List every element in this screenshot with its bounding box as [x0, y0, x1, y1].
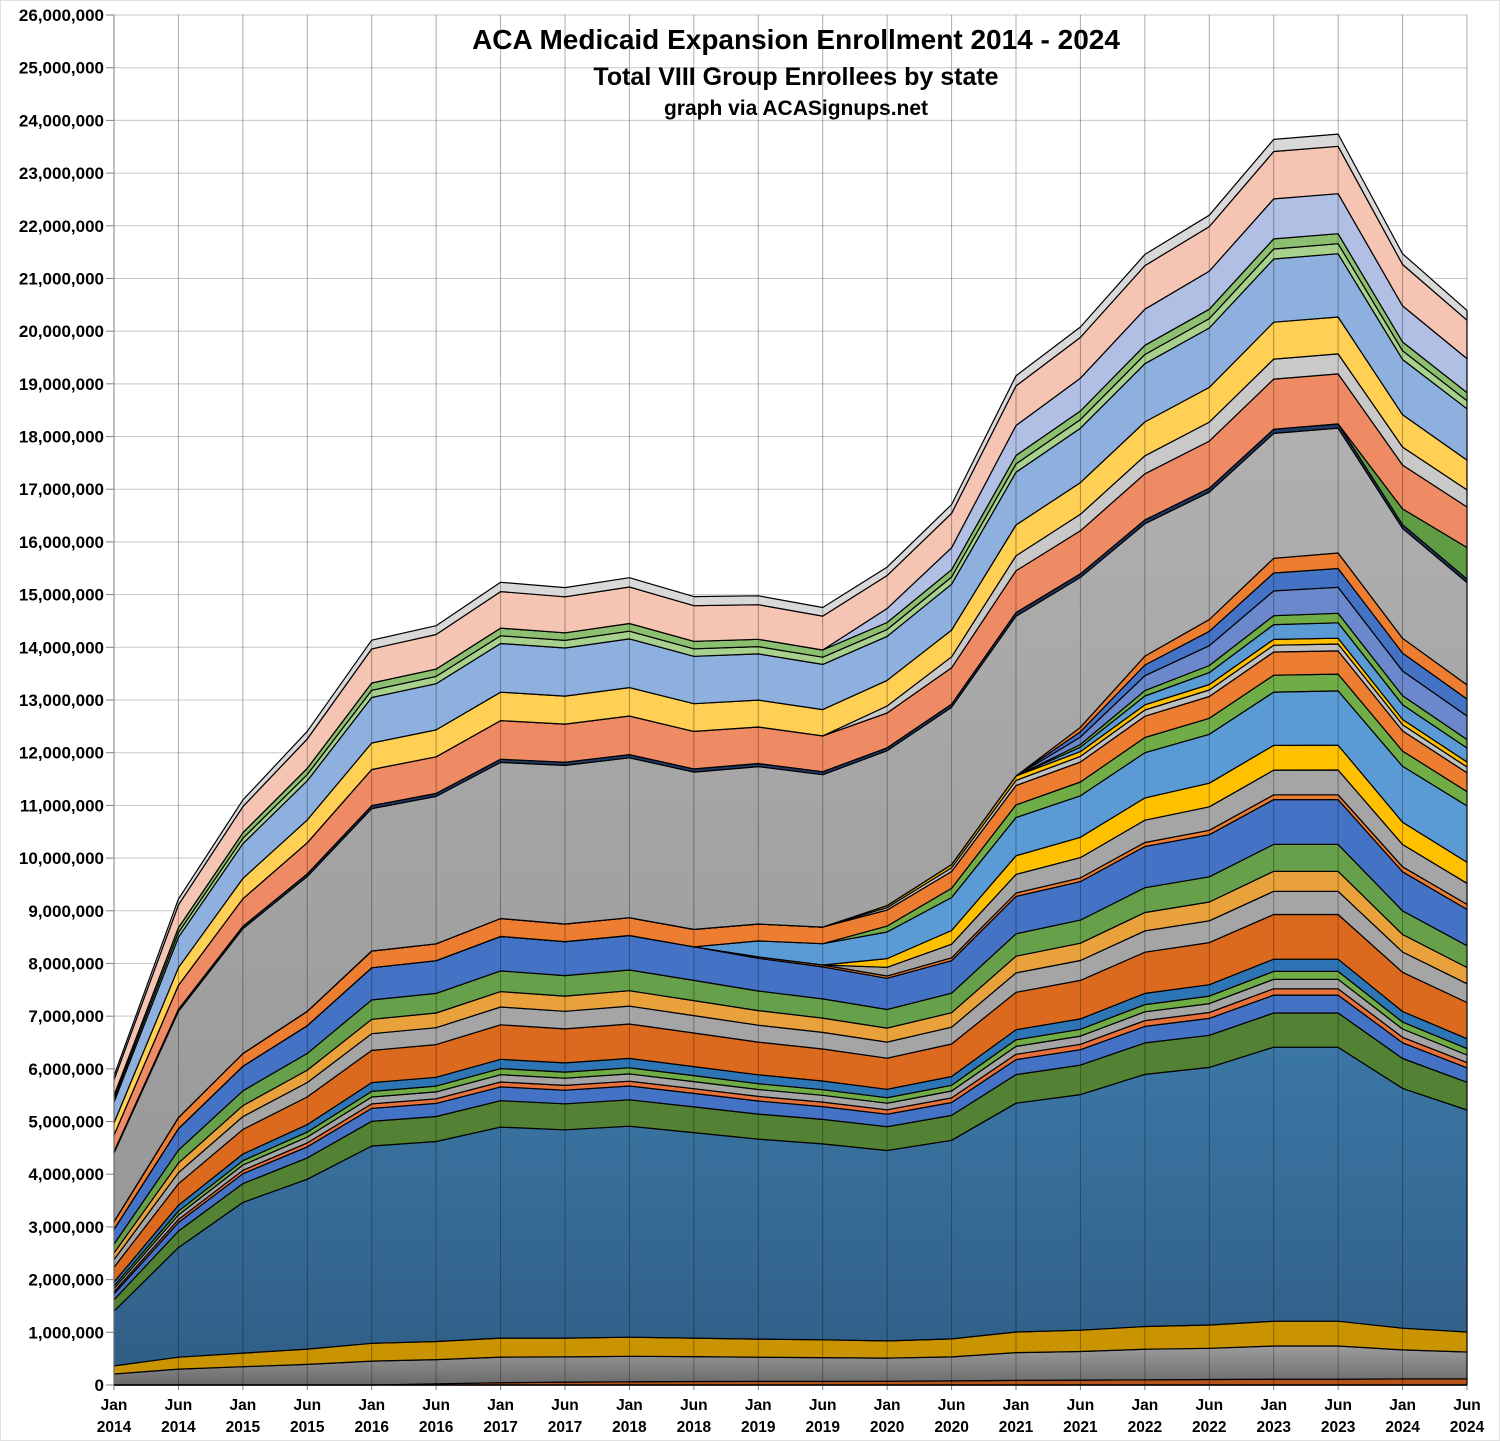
x-axis-label-month: Jan	[1260, 1397, 1287, 1414]
y-axis-label: 26,000,000	[19, 6, 104, 25]
x-axis-label-month: Jan	[229, 1397, 256, 1414]
x-axis-label-month: Jan	[358, 1397, 385, 1414]
vertical-gridlines	[113, 15, 1468, 1385]
y-axis-labels: 0 1,000,000 2,000,000 3,000,000 4,000,000 5,0…	[19, 6, 104, 1395]
x-axis-label-month: Jun	[1453, 1397, 1481, 1414]
x-axis-label-month: Jun	[680, 1397, 708, 1414]
y-axis-label: 18,000,000	[19, 428, 104, 447]
y-axis-label: 19,000,000	[19, 375, 104, 394]
y-axis-label: 8,000,000	[28, 954, 104, 973]
x-axis-label-month: Jan	[874, 1397, 901, 1414]
x-axis-label-month: Jan	[1003, 1397, 1030, 1414]
chart-subtitle: Total VIII Group Enrollees by state	[593, 63, 998, 91]
stacked-area-bands	[113, 133, 1468, 1386]
y-axis-label: 11,000,000	[20, 796, 104, 815]
y-axis-label: 3,000,000	[28, 1218, 104, 1237]
x-axis-label-year: 2022	[1128, 1419, 1162, 1436]
x-axis-label-month: Jun	[938, 1397, 966, 1414]
x-axis-label-year: 2017	[548, 1419, 582, 1436]
y-axis-label: 21,000,000	[19, 269, 104, 288]
y-axis-label: 10,000,000	[19, 849, 104, 868]
x-axis-label-year: 2021	[1063, 1419, 1098, 1436]
x-axis-label-month: Jan	[1389, 1397, 1416, 1414]
y-axis-label: 22,000,000	[19, 217, 104, 236]
x-axis-label-year: 2018	[677, 1419, 712, 1436]
x-axis-label-year: 2020	[934, 1419, 968, 1436]
y-axis-label: 5,000,000	[28, 1113, 104, 1132]
y-axis-label: 2,000,000	[28, 1271, 104, 1290]
y-axis-label: 6,000,000	[28, 1060, 104, 1079]
y-axis-label: 23,000,000	[19, 164, 104, 183]
y-axis-label: 1,000,000	[28, 1323, 104, 1342]
x-axis-label-year: 2018	[612, 1419, 647, 1436]
y-axis-label: 16,000,000	[19, 533, 104, 552]
x-axis-label-month: Jun	[1067, 1397, 1095, 1414]
x-axis-label-year: 2016	[419, 1419, 454, 1436]
x-axis-label-month: Jun	[294, 1397, 322, 1414]
x-axis-label-month: Jun	[1196, 1397, 1224, 1414]
x-axis-label-year: 2015	[226, 1419, 261, 1436]
y-axis-label: 25,000,000	[19, 59, 104, 78]
x-axis-label-year: 2015	[290, 1419, 325, 1436]
y-axis-label: 14,000,000	[19, 638, 104, 657]
y-axis-label: 17,000,000	[19, 480, 104, 499]
x-axis-label-month: Jan	[101, 1397, 128, 1414]
x-axis-label-month: Jun	[809, 1397, 837, 1414]
x-axis-label-month: Jun	[422, 1397, 450, 1414]
x-axis-label-year: 2022	[1192, 1419, 1226, 1436]
x-axis-label-year: 2024	[1385, 1419, 1420, 1436]
x-axis-label-month: Jun	[165, 1397, 193, 1414]
x-axis-label-year: 2014	[161, 1419, 196, 1436]
y-axis-label: 7,000,000	[28, 1007, 104, 1026]
x-axis-label-year: 2019	[805, 1419, 840, 1436]
x-axis-label-month: Jan	[1131, 1397, 1158, 1414]
y-axis-label: 9,000,000	[28, 902, 104, 921]
x-axis-label-year: 2023	[1321, 1419, 1356, 1436]
x-axis-label-year: 2023	[1256, 1419, 1291, 1436]
x-axis-label-month: Jun	[551, 1397, 579, 1414]
x-axis-label-year: 2021	[999, 1419, 1034, 1436]
x-axis-label-month: Jun	[1324, 1397, 1352, 1414]
x-axis-label-month: Jan	[616, 1397, 643, 1414]
y-axis-label: 20,000,000	[19, 322, 104, 341]
y-axis-label: 0	[95, 1376, 104, 1395]
axes	[106, 14, 1468, 1390]
x-axis-label-year: 2016	[354, 1419, 389, 1436]
chart-title: ACA Medicaid Expansion Enrollment 2014 -…	[472, 24, 1120, 55]
y-axis-label: 24,000,000	[19, 111, 104, 130]
x-axis-label-year: 2019	[741, 1419, 776, 1436]
y-axis-label: 13,000,000	[19, 691, 104, 710]
y-axis-label: 4,000,000	[28, 1165, 104, 1184]
x-axis-label-month: Jan	[487, 1397, 514, 1414]
chart-credit: graph via ACASignups.net	[664, 97, 928, 120]
area-band	[113, 133, 1468, 1081]
x-axis-label-year: 2014	[97, 1419, 132, 1436]
y-axis-label: 15,000,000	[19, 586, 104, 605]
x-axis-label-year: 2020	[870, 1419, 904, 1436]
x-axis-label-year: 2024	[1450, 1419, 1485, 1436]
x-axis-label-month: Jan	[745, 1397, 772, 1414]
x-axis-label-year: 2017	[483, 1419, 517, 1436]
x-axis-labels: Jan 2014 Jun 2014 Jan 2015 Jun 2015 Jan 2016 Jun 20…	[97, 1397, 1485, 1436]
y-axis-label: 12,000,000	[19, 744, 104, 763]
chart-title-block: ACA Medicaid Expansion Enrollment 2014 -…	[472, 24, 1120, 120]
